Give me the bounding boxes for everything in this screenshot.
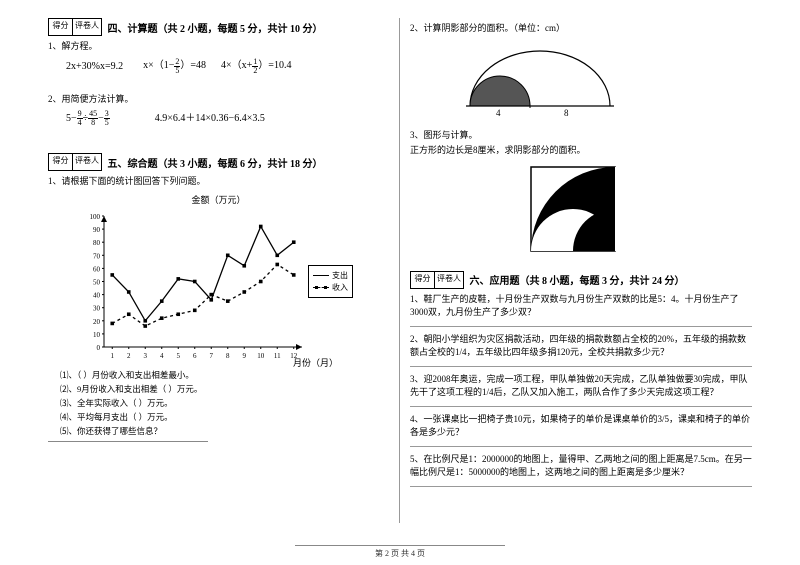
r-q3b: 正方形的边长是8厘米，求阴影部分的面积。: [410, 144, 752, 158]
svg-text:7: 7: [210, 352, 214, 360]
eq2b: 4.9×6.4＋14×0.36−6.4×3.5: [155, 113, 265, 124]
answer-rule: [48, 441, 208, 442]
r-q3: 3、图形与计算。: [410, 129, 752, 143]
eq-row-1: 2x+30%x=9.2 x×（1−25）=48 4×（x+12）=10.4: [66, 58, 389, 75]
svg-text:80: 80: [93, 239, 101, 247]
dome-figure: 4 8: [460, 46, 620, 116]
svg-text:8: 8: [564, 108, 569, 116]
sep: [410, 366, 752, 367]
r-q2: 2、计算阴影部分的面积。（单位：cm）: [410, 22, 752, 36]
page-footer: 第 2 页 共 4 页: [0, 542, 800, 559]
curve-figure: [530, 166, 616, 252]
chart-xlabel: 月份（月）: [293, 356, 338, 369]
eq1a: 2x+30%x=9.2: [66, 60, 123, 71]
svg-text:10: 10: [257, 352, 265, 360]
legend-label-b: 收入: [332, 282, 348, 293]
app-q2: 2、朝阳小学组织为灾区捐款活动，四年级的捐款数额占全校的20%，五年级的捐款数额…: [410, 333, 752, 360]
sep: [410, 406, 752, 407]
svg-text:4: 4: [160, 352, 164, 360]
svg-text:8: 8: [226, 352, 230, 360]
svg-text:30: 30: [93, 304, 101, 312]
section5-header: 得分 评卷人 五、综合题（共 3 小题，每题 6 分，共计 18 分）: [48, 153, 389, 171]
chart-title: 金额（万元）: [48, 193, 389, 206]
sep: [410, 486, 752, 487]
svg-text:11: 11: [274, 352, 281, 360]
score-box: 得分 评卷人: [48, 18, 102, 36]
q4-2: 2、用简便方法计算。: [48, 93, 389, 107]
section4-header: 得分 评卷人 四、计算题（共 2 小题，每题 5 分，共计 10 分）: [48, 18, 389, 36]
svg-text:4: 4: [496, 108, 501, 116]
score-cell: 得分: [49, 19, 73, 35]
section6-header: 得分 评卷人 六、应用题（共 8 小题，每题 3 分，共计 24 分）: [410, 271, 752, 289]
svg-text:2: 2: [127, 352, 131, 360]
chart-legend: 支出 收入: [308, 265, 353, 298]
legend-solid-icon: [313, 275, 329, 276]
svg-text:6: 6: [193, 352, 197, 360]
app-q5: 5、在比例尺是1：2000000的地图上，量得甲、乙两地之间的图上距离是7.5c…: [410, 453, 752, 480]
sep: [410, 446, 752, 447]
section4-title: 四、计算题（共 2 小题，每题 5 分，共计 10 分）: [108, 20, 323, 35]
svg-text:90: 90: [93, 226, 101, 234]
svg-text:70: 70: [93, 252, 101, 260]
subq-4: ⑷、平均每月支出（ ）万元。: [60, 411, 389, 423]
svg-text:50: 50: [93, 278, 101, 286]
svg-text:40: 40: [93, 291, 101, 299]
app-q4: 4、一张课桌比一把椅子贵10元，如果椅子的单价是课桌单价的3/5，课桌和椅子的单…: [410, 413, 752, 440]
svg-text:9: 9: [243, 352, 247, 360]
svg-text:3: 3: [144, 352, 148, 360]
right-column: 2、计算阴影部分的面积。（单位：cm） 4 8 3、图形与计算。 正方形的边长是…: [400, 18, 758, 523]
eq1c: 4×（x+12）=10.4: [221, 60, 291, 71]
legend-dash-icon: [313, 287, 329, 288]
score-box: 得分 评卷人: [48, 153, 102, 171]
section6-title: 六、应用题（共 8 小题，每题 3 分，共计 24 分）: [470, 272, 685, 287]
eq2a: 5−94÷458−35: [66, 113, 112, 124]
score-box: 得分 评卷人: [410, 271, 464, 289]
q4-1: 1、解方程。: [48, 40, 389, 54]
chart-svg: 0102030405060708090100123456789101112: [78, 210, 308, 365]
line-chart: 0102030405060708090100123456789101112 支出…: [78, 210, 308, 365]
sep: [410, 326, 752, 327]
q5-1: 1、请根据下面的统计图回答下列问题。: [48, 175, 389, 189]
eq-row-2: 5−94÷458−35 4.9×6.4＋14×0.36−6.4×3.5: [66, 110, 389, 127]
section5-title: 五、综合题（共 3 小题，每题 6 分，共计 18 分）: [108, 155, 323, 170]
svg-text:10: 10: [93, 330, 101, 338]
subq-5: ⑸、你还获得了哪些信息？: [60, 425, 389, 437]
svg-text:20: 20: [93, 317, 101, 325]
left-column: 得分 评卷人 四、计算题（共 2 小题，每题 5 分，共计 10 分） 1、解方…: [42, 18, 400, 523]
legend-label-a: 支出: [332, 270, 348, 281]
page-number: 第 2 页 共 4 页: [375, 549, 425, 558]
svg-text:100: 100: [90, 213, 101, 221]
subq-1: ⑴、（ ）月份收入和支出相差最小。: [60, 369, 389, 381]
svg-text:60: 60: [93, 265, 101, 273]
grader-cell: 评卷人: [73, 19, 101, 35]
subq-3: ⑶、全年实际收入（ ）万元。: [60, 397, 389, 409]
svg-text:1: 1: [111, 352, 115, 360]
subq-2: ⑵、9月份收入和支出相差（ ）万元。: [60, 383, 389, 395]
eq1b: x×（1−25）=48: [143, 60, 208, 71]
svg-text:0: 0: [97, 344, 101, 352]
app-q1: 1、鞋厂生产的皮鞋，十月份生产双数与九月份生产双数的比是5：4。十月份生产了30…: [410, 293, 752, 320]
app-q3: 3、迎2008年奥运，完成一项工程，甲队单独做20天完成，乙队单独做要30完成，…: [410, 373, 752, 400]
svg-text:5: 5: [177, 352, 181, 360]
